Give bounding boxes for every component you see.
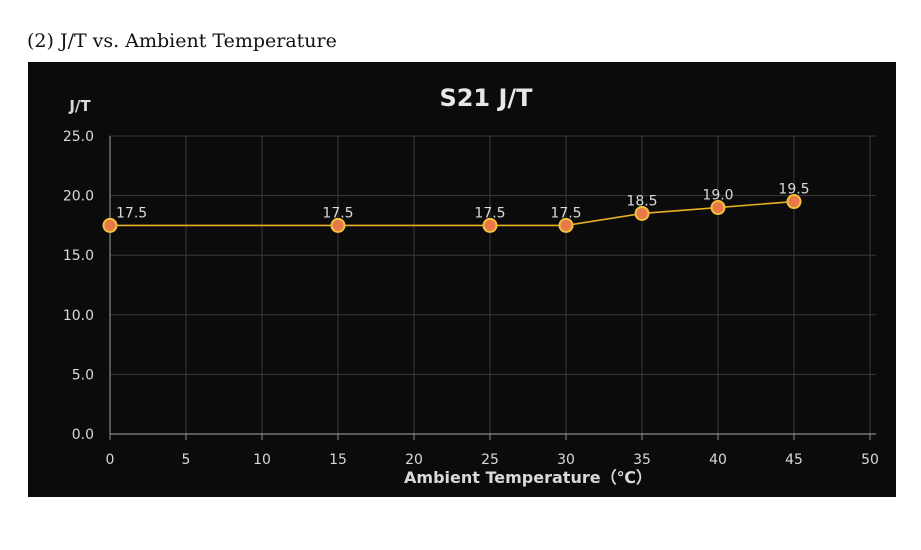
y-tick-label: 10.0 (63, 308, 94, 324)
x-tick-label: 40 (709, 452, 727, 468)
x-axis-label: Ambient Temperature（℃） (404, 468, 652, 487)
line-chart: 0.0 5.0 10.0 15.0 20.0 25.0 0 5 10 15 20 25 30 35 40 45… (28, 62, 896, 497)
x-tick-label: 35 (633, 452, 651, 468)
data-point-marker (710, 200, 726, 216)
data-point-marker (634, 205, 650, 221)
x-tick-label: 10 (253, 452, 271, 468)
data-point-label: 18.5 (626, 193, 657, 209)
y-tick-label: 5.0 (72, 367, 94, 383)
chart-title: S21 J/T (439, 84, 533, 112)
y-tick-label: 20.0 (63, 189, 94, 205)
data-point-marker (786, 194, 802, 210)
axes (109, 136, 876, 440)
grid-lines (110, 135, 876, 434)
x-tick-label: 45 (785, 452, 803, 468)
x-tick-label: 5 (182, 452, 191, 468)
data-point-label: 19.0 (702, 188, 733, 204)
data-point-marker (330, 217, 346, 233)
x-tick-label: 50 (861, 452, 879, 468)
x-tick-label: 20 (405, 452, 423, 468)
series-layer (102, 194, 802, 233)
y-axis-label: J/T (68, 97, 91, 115)
x-tick-label: 30 (557, 452, 575, 468)
y-tick-label: 25.0 (63, 129, 94, 145)
data-point-marker (482, 217, 498, 233)
data-point-label: 17.5 (474, 205, 505, 221)
data-point-label: 17.5 (116, 205, 147, 221)
y-tick-label: 0.0 (72, 427, 94, 443)
data-point-marker (558, 217, 574, 233)
figure-caption: (2) J/T vs. Ambient Temperature (27, 30, 337, 52)
data-point-label: 17.5 (322, 205, 353, 221)
data-labels: 17.5 17.5 17.5 17.5 18.5 19.0 19.5 (116, 182, 810, 222)
x-tick-label: 25 (481, 452, 499, 468)
chart-panel: 0.0 5.0 10.0 15.0 20.0 25.0 0 5 10 15 20 25 30 35 40 45… (28, 62, 896, 497)
chart-background (28, 62, 896, 497)
data-point-marker (102, 217, 118, 233)
x-tick-label: 0 (106, 452, 115, 468)
data-point-label: 19.5 (778, 182, 809, 198)
tick-labels: 0.0 5.0 10.0 15.0 20.0 25.0 0 5 10 15 20 25 30 35 40 45… (63, 129, 879, 468)
x-tick-label: 15 (329, 452, 347, 468)
y-tick-label: 15.0 (63, 248, 94, 264)
data-point-label: 17.5 (550, 205, 581, 221)
